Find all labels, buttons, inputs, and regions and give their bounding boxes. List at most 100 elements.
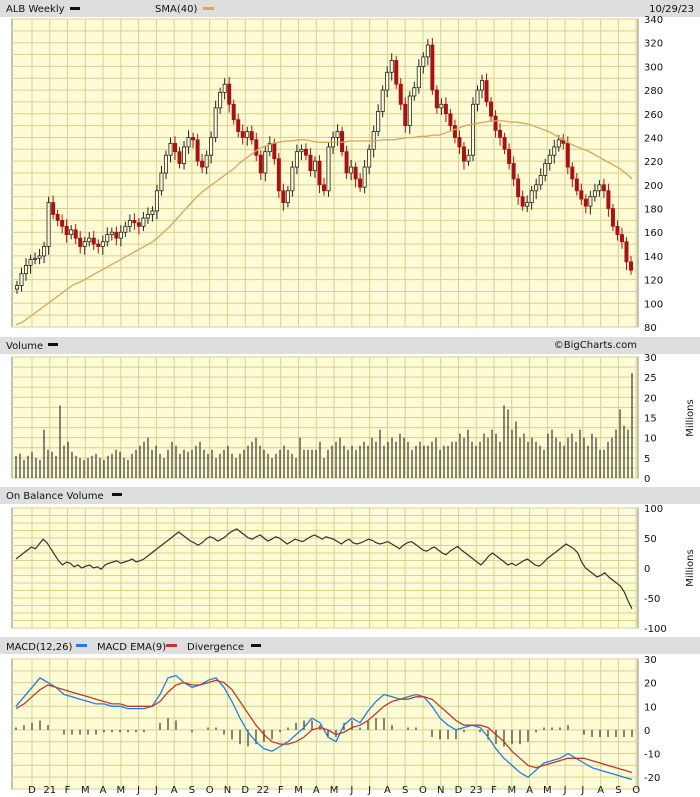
candle-body xyxy=(321,184,326,192)
candle-body xyxy=(204,154,209,168)
candle-body xyxy=(96,243,101,247)
obv-axis-label: Millions xyxy=(685,549,696,586)
x-tick-label: A xyxy=(597,785,604,796)
candle-body xyxy=(73,229,78,239)
candle-body xyxy=(619,234,624,243)
candle-body xyxy=(412,87,417,97)
candle-body xyxy=(570,166,575,180)
y-tick-label: 0 xyxy=(644,564,650,575)
x-tick-label: D xyxy=(455,785,463,796)
y-tick-label: 340 xyxy=(644,15,663,26)
candle-body xyxy=(132,219,137,224)
candle-body xyxy=(136,222,141,227)
candle-body xyxy=(28,259,33,266)
y-tick-label: 30 xyxy=(644,353,657,364)
candle-body xyxy=(416,65,421,89)
x-tick-label: D xyxy=(28,785,36,796)
candle-body xyxy=(186,137,191,148)
candle-body xyxy=(425,44,430,58)
y-tick-label: 140 xyxy=(644,252,663,263)
candle-body xyxy=(299,148,304,153)
panel-header-bar-0 xyxy=(0,0,700,17)
candle-body xyxy=(231,103,236,121)
candle-body xyxy=(60,219,65,227)
x-tick-label: A xyxy=(171,785,178,796)
candle-body xyxy=(222,83,227,93)
sma-legend-label: SMA(40) xyxy=(155,4,197,15)
x-tick-label: M xyxy=(117,785,126,796)
chart-date: 10/29/23 xyxy=(649,4,694,15)
candle-body xyxy=(534,184,539,192)
x-tick-label: M xyxy=(294,785,303,796)
x-tick-label: J xyxy=(580,785,584,796)
symbol-label: ALB Weekly xyxy=(6,4,65,15)
candle-body xyxy=(610,208,615,227)
candle-body xyxy=(37,255,42,259)
candle-body xyxy=(177,151,182,164)
candle-body xyxy=(312,160,317,172)
y-tick-label: 10 xyxy=(644,434,657,445)
candle-body xyxy=(182,146,187,164)
candle-body xyxy=(276,158,281,192)
candle-body xyxy=(574,178,579,192)
candle-body xyxy=(105,234,110,243)
candle-body xyxy=(529,190,534,204)
candle-body xyxy=(502,137,507,150)
candle-body xyxy=(349,166,354,174)
y-tick-label: 0 xyxy=(644,726,650,737)
candle-body xyxy=(615,225,620,236)
candle-body xyxy=(597,184,602,192)
candle-body xyxy=(434,89,439,109)
candle-body xyxy=(51,202,56,215)
panel-bg-4 xyxy=(11,658,639,790)
candle-body xyxy=(592,190,597,198)
candle-body xyxy=(100,241,105,247)
y-tick-label: 280 xyxy=(644,86,663,97)
x-tick-label: J xyxy=(349,785,353,796)
candle-body xyxy=(461,146,466,162)
candle-body xyxy=(245,131,250,138)
candle-body xyxy=(308,154,313,172)
panel-header-bar-3 xyxy=(0,637,700,654)
y-tick-label: 260 xyxy=(644,110,663,121)
candle-body xyxy=(507,148,512,164)
candle-body xyxy=(173,142,178,153)
panel-header-bar-2 xyxy=(0,487,700,504)
candle-body xyxy=(421,56,426,67)
y-tick-label: 100 xyxy=(644,299,663,310)
candle-body xyxy=(398,83,403,105)
x-tick-label: 21 xyxy=(43,785,56,796)
candle-body xyxy=(254,139,259,156)
x-tick-label: S xyxy=(615,785,621,796)
candle-body xyxy=(145,214,150,219)
candle-body xyxy=(443,103,448,115)
x-tick-label: S xyxy=(189,785,195,796)
x-tick-label: N xyxy=(437,785,444,796)
x-tick-label: A xyxy=(100,785,107,796)
candle-body xyxy=(565,142,570,168)
candle-body xyxy=(552,146,557,156)
y-tick-label: -20 xyxy=(644,773,660,784)
y-tick-label: 120 xyxy=(644,276,663,287)
y-tick-label: 25 xyxy=(644,373,657,384)
candle-body xyxy=(69,229,74,236)
candle-body xyxy=(290,166,295,192)
candle-body xyxy=(64,225,69,236)
candle-body xyxy=(430,44,435,91)
y-tick-label: -100 xyxy=(644,624,667,635)
x-tick-label: F xyxy=(278,785,284,796)
candle-body xyxy=(583,198,588,207)
macd-ema-legend-label: MACD EMA(9) xyxy=(97,642,166,653)
candle-body xyxy=(579,190,584,200)
candle-body xyxy=(209,137,214,156)
candle-body xyxy=(538,174,543,186)
candle-body xyxy=(448,113,453,127)
x-tick-label: O xyxy=(419,785,427,796)
y-tick-label: 15 xyxy=(644,414,657,425)
y-tick-label: 50 xyxy=(644,534,657,545)
y-tick-label: 100 xyxy=(644,504,663,515)
x-tick-label: O xyxy=(632,785,640,796)
candle-body xyxy=(543,163,548,176)
candle-body xyxy=(629,261,634,271)
y-tick-label: 240 xyxy=(644,133,663,144)
